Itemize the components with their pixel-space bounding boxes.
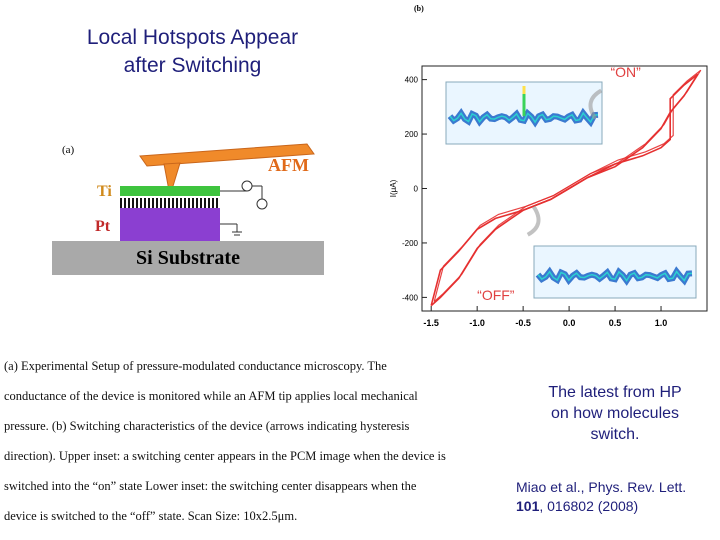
caption-line: pressure. (b) Switching characteristics … (4, 419, 410, 433)
y-tick-label: 200 (405, 130, 419, 139)
afm-tip (163, 162, 181, 197)
x-tick-label: 1.0 (655, 318, 668, 328)
y-tick-label: 0 (414, 185, 419, 194)
figure-a-label: (a) (62, 144, 75, 156)
on-label: “ON” (610, 64, 641, 80)
citation-rest: , 016802 (2008) (539, 498, 639, 514)
caption-line: device is switched to the “off” state. S… (4, 509, 298, 523)
caption-line: direction). Upper inset: a switching cen… (4, 449, 446, 463)
hysteresis-arrow-icon (526, 205, 541, 237)
caption-line: switched into the “on” state Lower inset… (4, 479, 417, 493)
title-line-2: after Switching (123, 54, 262, 77)
voltmeter-icon (256, 198, 268, 210)
x-tick-label: 0.0 (563, 318, 576, 328)
si-substrate: Si Substrate (52, 241, 324, 275)
y-tick-label: -400 (402, 293, 419, 302)
citation-line-1: Miao et al., Phys. Rev. Lett. (516, 479, 687, 495)
y-axis-label: I(μA) (389, 179, 398, 197)
afm-label: AFM (268, 155, 309, 175)
caption-line: (a) Experimental Setup of pressure-modul… (4, 359, 387, 373)
citation-volume: 101 (516, 498, 540, 514)
x-tick-label: -1.0 (469, 318, 485, 328)
x-tick-label: -0.5 (515, 318, 531, 328)
molecule-layer (120, 198, 220, 208)
ammeter-icon (241, 180, 253, 192)
hp-note: The latest from HP on how molecules swit… (515, 382, 715, 445)
y-tick-label: -200 (402, 239, 419, 248)
on-inset-surface-highlight (449, 111, 599, 124)
iv-chart-svg: -1.5 -1.0 -0.5 0.0 0.5 1.0 400 200 0 -200 -400 I(μA… (389, 64, 708, 328)
iv-chart: -1.5 -1.0 -0.5 0.0 0.5 1.0 400 200 0 -200 -400 I(μA… (362, 56, 714, 336)
citation-line-2: 101, 016802 (2008) (516, 497, 720, 516)
off-inset-surface-highlight (537, 270, 693, 282)
iv-curve-loop-2 (433, 69, 702, 303)
x-tick-label: 0.5 (609, 318, 622, 328)
note-line: on how molecules (550, 405, 680, 422)
pt-layer (120, 208, 220, 242)
hysteresis-arrow-icon (588, 88, 603, 120)
ti-layer (120, 186, 220, 196)
note-line: The latest from HP (548, 384, 682, 401)
x-tick-label: -1.5 (423, 318, 439, 328)
figure-b-label: (b) (414, 4, 424, 13)
citation: Miao et al., Phys. Rev. Lett. 101, 01680… (516, 478, 720, 516)
slide-title: Local Hotspots Appear after Switching (40, 24, 345, 80)
afm-cantilever (139, 143, 315, 167)
setup-figure: (a) Si Substrate Ti Pt AFM (52, 128, 327, 278)
note-line: switch. (590, 426, 640, 443)
setup-diagram (139, 143, 315, 236)
figure-caption: (a) Experimental Setup of pressure-modul… (4, 351, 516, 531)
off-label: “OFF” (477, 287, 515, 303)
ti-label: Ti (97, 183, 112, 200)
caption-line: conductance of the device is monitored w… (4, 389, 418, 403)
pt-label: Pt (95, 218, 111, 235)
title-line-1: Local Hotspots Appear (86, 26, 299, 49)
y-tick-label: 400 (405, 76, 419, 85)
